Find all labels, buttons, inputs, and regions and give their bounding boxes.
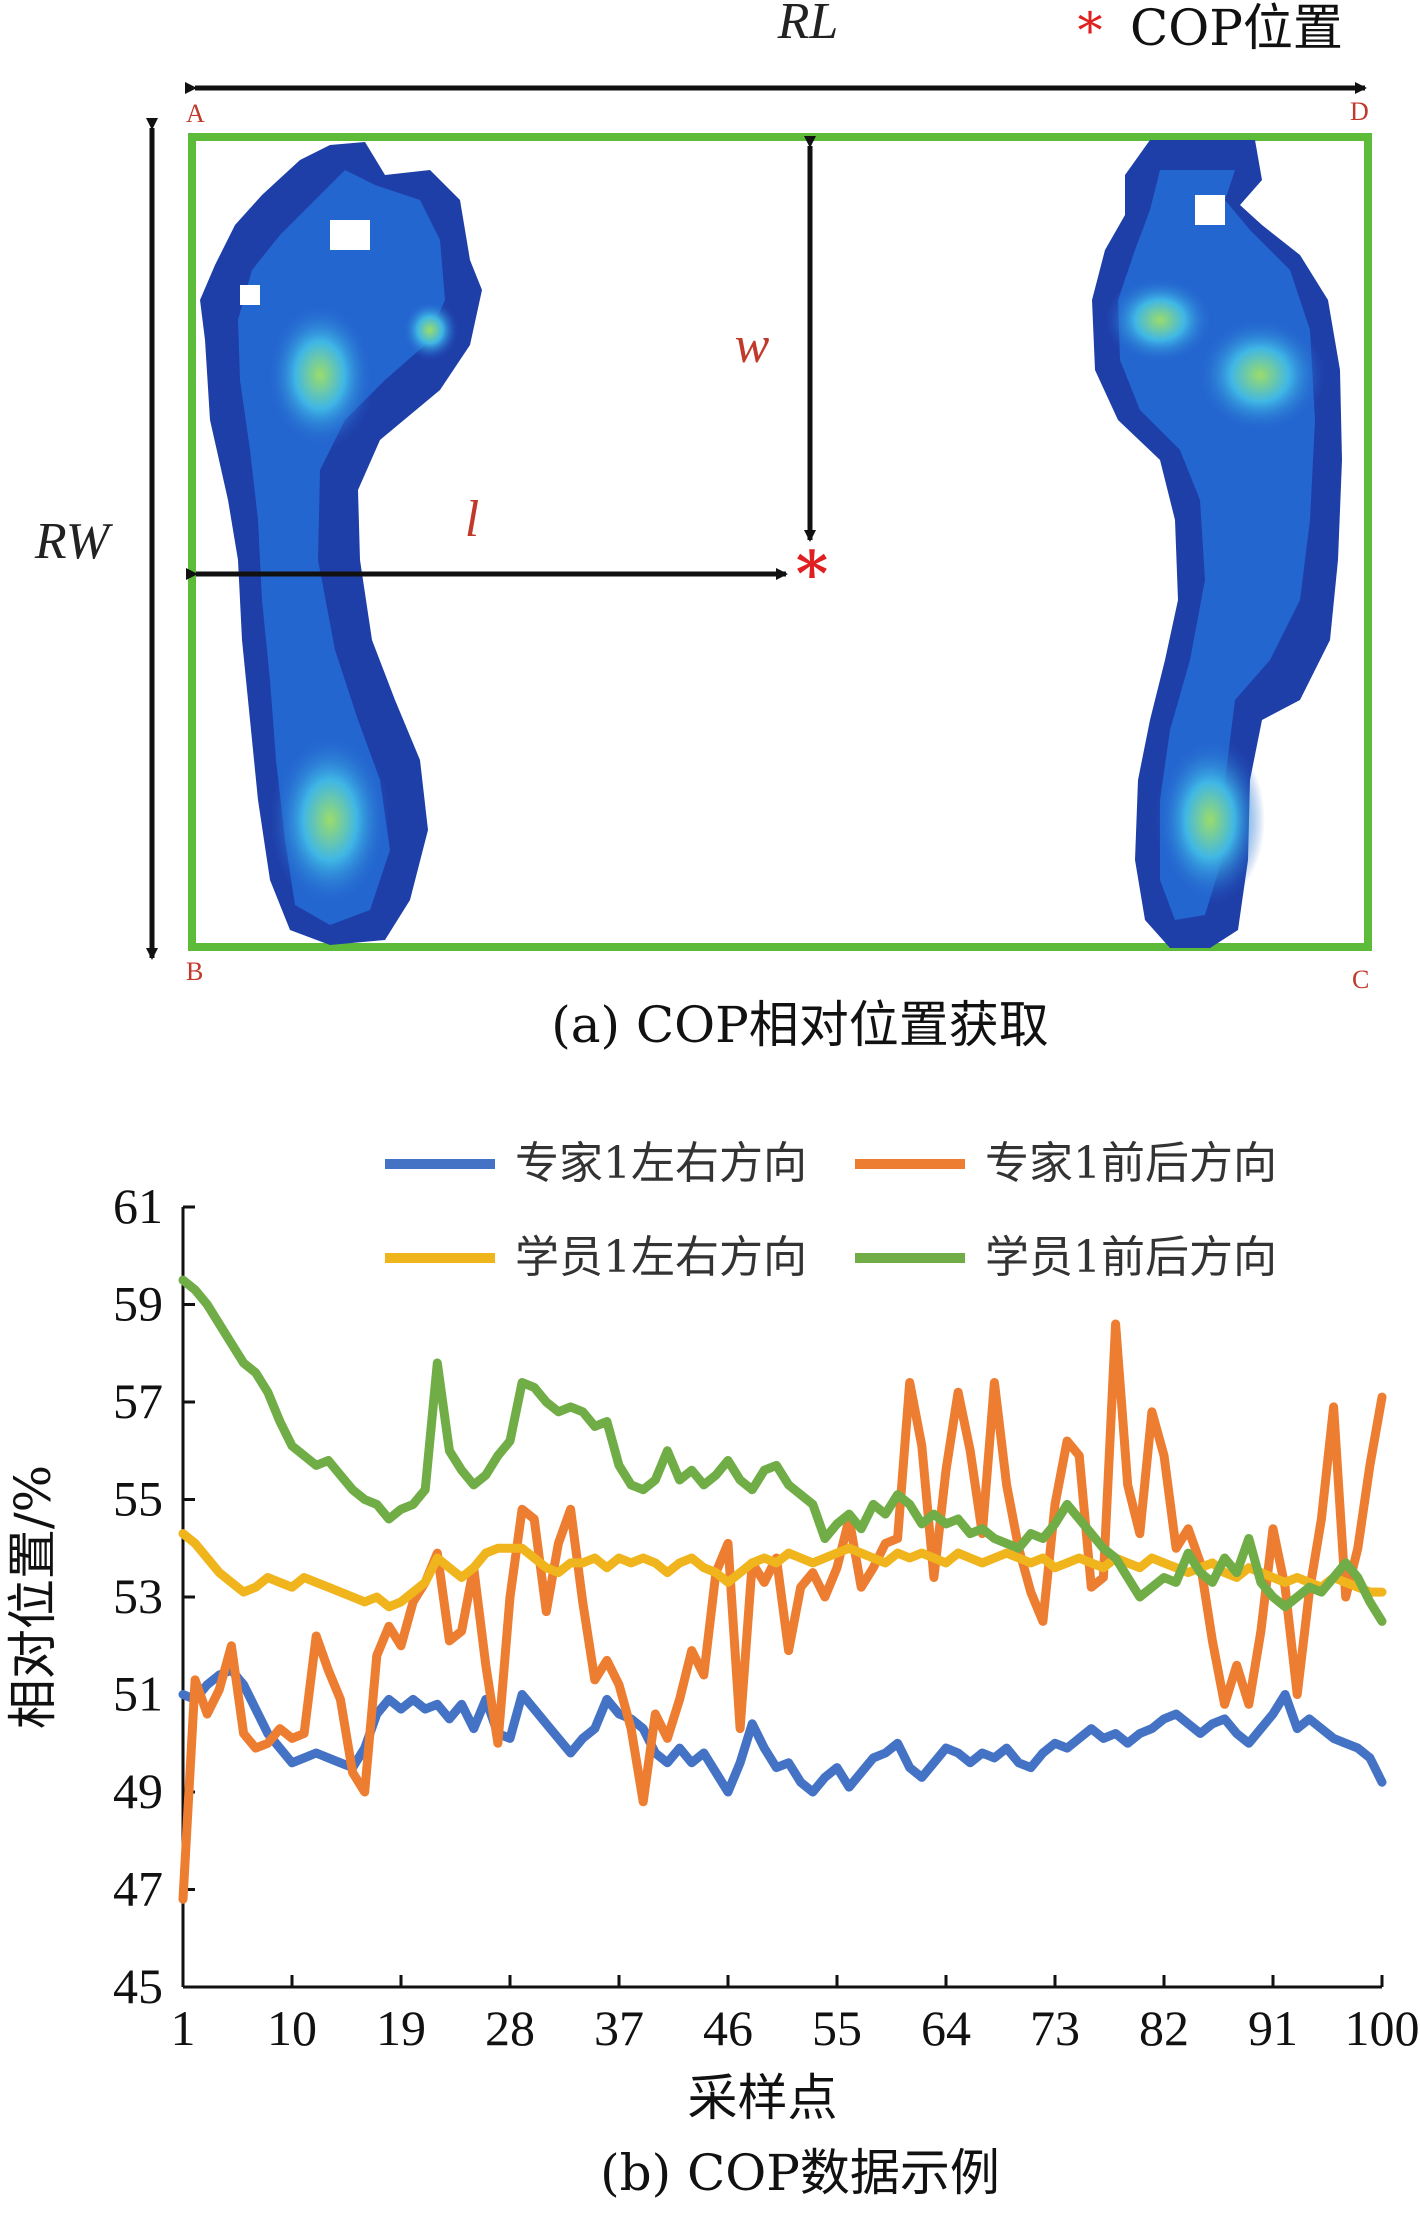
series-layer	[178, 1275, 1387, 1904]
label-rw: RW	[34, 513, 114, 570]
caption-a: (a) COP相对位置获取	[551, 996, 1049, 1054]
corner-b: B	[186, 957, 203, 986]
series-line-1	[178, 1665, 1387, 1797]
label-w: w	[735, 317, 770, 374]
x-tick-label: 100	[1345, 2000, 1420, 2056]
x-tick-label: 19	[376, 2000, 426, 2056]
x-tick-label: 28	[485, 2000, 535, 2056]
series-line-4	[178, 1275, 1387, 1626]
legend-label-3: 学员1左右方向	[515, 1232, 807, 1283]
axes-layer: 45 47 49 51 53 55 57 59 61 1 10 19 28 37 46 55 64 73 82 91 1…	[113, 1178, 1420, 2056]
cop-line-chart: 45 47 49 51 53 55 57 59 61 1 10 19 28 37 46 55 64 73 82 91 1…	[4, 1138, 1420, 2202]
x-tick-label: 46	[703, 2000, 753, 2056]
cop-legend-marker: *	[1078, 2, 1103, 60]
footprint-figure: RL * COP位置 RW A B C D w l * (a) COP相对位置获…	[34, 0, 1372, 1054]
x-tick-label: 1	[171, 2000, 196, 2056]
x-tick-label: 55	[812, 2000, 862, 2056]
series-line-2	[178, 1319, 1387, 1904]
y-tick-label: 61	[113, 1178, 163, 1234]
x-tick-label: 91	[1248, 2000, 1298, 2056]
legend-label-4: 学员1前后方向	[985, 1232, 1277, 1283]
cop-marker: *	[796, 537, 828, 610]
legend-label-1: 专家1左右方向	[515, 1138, 807, 1189]
x-tick-label: 73	[1030, 2000, 1080, 2056]
y-tick-label: 53	[113, 1568, 163, 1624]
caption-b: (b) COP数据示例	[600, 2144, 1000, 2202]
x-axis-label: 采样点	[688, 2069, 838, 2127]
x-tick-label: 64	[921, 2000, 971, 2056]
corner-c: C	[1352, 965, 1369, 994]
y-tick-label: 55	[113, 1471, 163, 1527]
bounding-rectangle	[188, 133, 1372, 951]
left-foot-pressure-map	[200, 142, 482, 945]
corner-d: D	[1350, 97, 1369, 126]
x-tick-label: 37	[594, 2000, 644, 2056]
panel-b: 45 47 49 51 53 55 57 59 61 1 10 19 28 37 46 55 64 73 82 91 1…	[0, 1090, 1420, 2224]
label-rl: RL	[777, 0, 839, 50]
x-tick-label: 82	[1139, 2000, 1189, 2056]
label-l: l	[465, 491, 479, 548]
y-tick-label: 59	[113, 1276, 163, 1332]
x-tick-label: 10	[267, 2000, 317, 2056]
y-tick-label: 49	[113, 1763, 163, 1819]
y-tick-label: 47	[113, 1861, 163, 1917]
y-tick-label: 45	[113, 1958, 163, 2014]
panel-a: RL * COP位置 RW A B C D w l * (a) COP相对位置获…	[0, 0, 1420, 1080]
right-foot-pressure-map	[1092, 140, 1342, 948]
legend-label-2: 专家1前后方向	[985, 1138, 1277, 1189]
cop-legend-text: COP位置	[1130, 0, 1343, 57]
y-tick-label: 57	[113, 1373, 163, 1429]
y-tick-label: 51	[113, 1666, 163, 1722]
y-axis-label: 相对位置/%	[4, 1465, 62, 1729]
corner-a: A	[186, 99, 205, 128]
